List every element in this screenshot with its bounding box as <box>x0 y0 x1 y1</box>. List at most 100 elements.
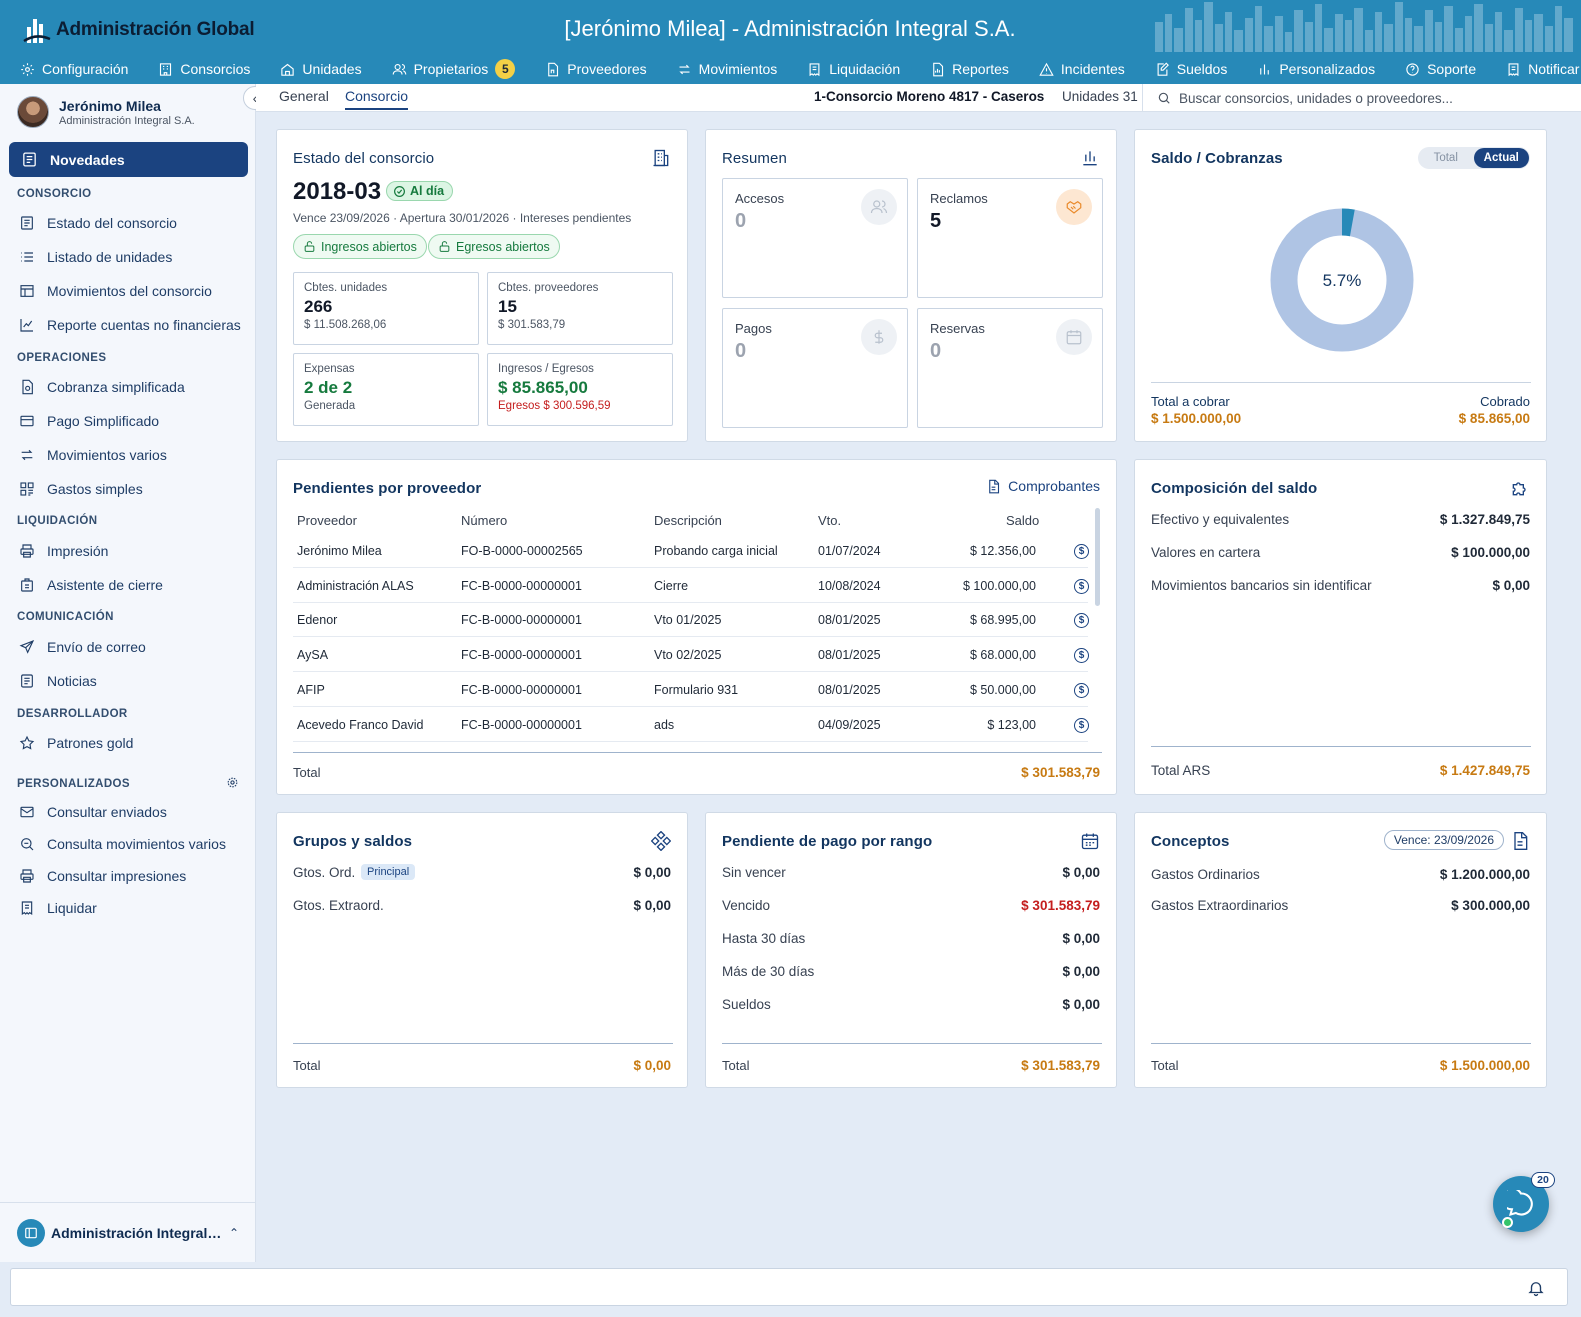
cbtes-proveedores-box[interactable]: Cbtes. proveedores 15 $ 301.583,79 <box>487 272 673 345</box>
donut-collected-arc <box>1270 208 1414 352</box>
total-actual-toggle[interactable]: Total Actual <box>1418 147 1530 169</box>
nav-item-sueldos[interactable]: Sueldos <box>1155 61 1227 77</box>
sidebar-item-gastos-simples[interactable]: Gastos simples <box>19 481 143 497</box>
cobranza-donut-chart: 5.7% <box>1270 208 1414 352</box>
sidebar-item-movimientos-varios[interactable]: Movimientos varios <box>19 447 167 463</box>
sidebar-item-movimientos-del-consorcio[interactable]: Movimientos del consorcio <box>19 283 212 299</box>
bell-icon[interactable] <box>1527 1279 1545 1297</box>
sidebar-item-reporte-cuentas-no-financieras[interactable]: Reporte cuentas no financieras <box>19 317 241 333</box>
sidebar-item-liquidar[interactable]: Liquidar <box>19 900 97 916</box>
sidebar-item-consultar-impresiones[interactable]: Consultar impresiones <box>19 868 186 884</box>
nav-item-consorcios[interactable]: Consorcios <box>158 61 250 77</box>
status-badge: Al día <box>386 181 454 201</box>
ingresos-abiertos-pill[interactable]: Ingresos abiertos <box>293 234 427 259</box>
nav-item-liquidacion[interactable]: Liquidación <box>807 61 900 77</box>
nav-item-proveedores[interactable]: Proveedores <box>545 61 647 77</box>
table-scrollbar[interactable] <box>1095 508 1100 606</box>
box-label: Expensas <box>304 363 355 375</box>
nav-item-unidades[interactable]: Unidades <box>280 61 362 77</box>
tab-consorcio[interactable]: Consorcio <box>345 88 409 110</box>
row-divider <box>293 740 1088 742</box>
pay-dollar-icon[interactable]: $ <box>1074 544 1089 559</box>
pay-dollar-icon[interactable]: $ <box>1074 613 1089 629</box>
ingresos-egresos-box[interactable]: Ingresos / Egresos $ 85.865,00 Egresos $… <box>487 353 673 426</box>
provider-doc-icon <box>548 62 559 76</box>
nav-item-label: Incidentes <box>1060 61 1125 77</box>
search-input[interactable]: Buscar consorcios, unidades o proveedore… <box>1142 84 1581 112</box>
sidebar-item-estado-del-consorcio[interactable]: Estado del consorcio <box>19 215 177 231</box>
nav-item-soporte[interactable]: Soporte <box>1405 61 1476 77</box>
sidebar-item-consultar-enviados[interactable]: Consultar enviados <box>19 804 167 820</box>
row-divider <box>293 636 1088 638</box>
box-value: 5 <box>930 210 942 232</box>
sidebar-item-label: Patrones gold <box>47 735 134 751</box>
app-logo[interactable]: Administración Global <box>22 12 255 48</box>
column-header-descripcion[interactable]: Descripción <box>654 513 722 528</box>
sidebar-item-cobranza-simplificada[interactable]: Cobranza simplificada <box>19 379 185 395</box>
nav-item-configuracion[interactable]: Configuración <box>20 61 128 77</box>
sidebar-item-impresion[interactable]: Impresión <box>19 543 108 559</box>
nav-item-personalizados[interactable]: Personalizados <box>1257 61 1375 77</box>
pay-dollar-icon[interactable]: $ <box>1074 578 1089 594</box>
column-header-proveedor[interactable]: Proveedor <box>297 513 357 528</box>
consorcio-name[interactable]: 1-Consorcio Moreno 4817 - Caseros <box>814 89 1045 104</box>
expensas-box[interactable]: Expensas 2 de 2 Generada <box>293 353 479 426</box>
cbtes-unidades-box[interactable]: Cbtes. unidades 266 $ 11.508.268,06 <box>293 272 479 345</box>
organization-switcher[interactable]: Administración Integral S.A. ⌃ <box>0 1202 256 1262</box>
sidebar-item-novedades[interactable]: Novedades <box>9 142 248 177</box>
sidebar-item-asistente-de-cierre[interactable]: Asistente de cierre <box>19 577 163 593</box>
pay-dollar-icon[interactable]: $ <box>1074 648 1089 664</box>
row-divider <box>293 705 1088 707</box>
sidebar: Jerónimo Milea Administración Integral S… <box>0 84 267 1262</box>
comprobantes-link[interactable]: Comprobantes <box>986 478 1100 494</box>
sidebar-item-label: Movimientos del consorcio <box>47 283 212 299</box>
toggle-total[interactable]: Total <box>1433 152 1458 164</box>
nav-item-movimientos[interactable]: Movimientos <box>677 61 777 77</box>
gear-icon[interactable] <box>226 776 239 789</box>
column-header-numero[interactable]: Número <box>461 513 508 528</box>
period-value: 2018-03 <box>293 178 382 205</box>
reclamos-box[interactable]: Reclamos 5 <box>917 178 1103 298</box>
accesos-box[interactable]: Accesos 0 <box>722 178 908 298</box>
context-bar: General Consorcio 1-Consorcio Moreno 481… <box>256 84 1581 112</box>
sidebar-item-pago-simplificado[interactable]: Pago Simplificado <box>19 413 159 429</box>
list-icon <box>21 252 33 262</box>
nav-item-label: Unidades <box>302 61 362 77</box>
sidebar-item-label: Liquidar <box>47 900 97 916</box>
wizard-icon <box>21 578 33 592</box>
help-icon <box>1406 62 1419 76</box>
composicion-card: Composición del saldo Efectivo y equival… <box>1134 459 1547 795</box>
pagos-box[interactable]: Pagos 0 <box>722 308 908 428</box>
pay-dollar-icon[interactable]: $ <box>1074 682 1089 698</box>
toggle-actual[interactable]: Actual <box>1473 148 1529 168</box>
nav-item-reportes[interactable]: Reportes <box>930 61 1009 77</box>
cell-saldo: $ 68.000,00 <box>969 648 1036 663</box>
building-icon <box>160 62 172 76</box>
sidebar-item-consulta-movimientos-varios[interactable]: Consulta movimientos varios <box>19 836 226 852</box>
column-header-saldo[interactable]: Saldo <box>1006 513 1040 528</box>
cell-saldo: $ 100.000,00 <box>963 578 1036 593</box>
cell-vto: 01/07/2024 <box>818 544 881 558</box>
column-header-vto[interactable]: Vto. <box>818 513 842 528</box>
sidebar-item-noticias[interactable]: Noticias <box>19 673 97 689</box>
calc-icon <box>21 901 33 916</box>
sidebar-section-title: LIQUIDACIÓN <box>17 515 98 527</box>
online-status-dot <box>1502 1217 1513 1228</box>
divider <box>1151 1043 1531 1044</box>
nav-item-incidentes[interactable]: Incidentes <box>1039 61 1125 77</box>
tab-general[interactable]: General <box>279 88 329 104</box>
rango-label: Sueldos <box>722 997 771 1012</box>
nav-item-propietarios[interactable]: Propietarios 5 <box>392 59 516 79</box>
pay-dollar-icon[interactable]: $ <box>1074 717 1089 733</box>
sidebar-item-patrones-gold[interactable]: Patrones gold <box>19 735 133 751</box>
user-profile[interactable]: Jerónimo Milea Administración Integral S… <box>17 96 195 128</box>
sidebar-item-listado-de-unidades[interactable]: Listado de unidades <box>19 249 172 265</box>
egresos-abiertos-pill[interactable]: Egresos abiertos <box>428 234 560 259</box>
nav-item-notificar[interactable]: Notificar <box>1506 61 1579 77</box>
total-value: $ 301.583,79 <box>1021 1058 1100 1073</box>
reservas-box[interactable]: Reservas 0 <box>917 308 1103 428</box>
saldo-card: Saldo / Cobranzas Total Actual 5.7% Tota… <box>1134 129 1547 442</box>
sidebar-item-envio-de-correo[interactable]: Envío de correo <box>19 639 146 655</box>
sidebar-item-label: Novedades <box>50 151 125 168</box>
avatar <box>17 96 49 128</box>
